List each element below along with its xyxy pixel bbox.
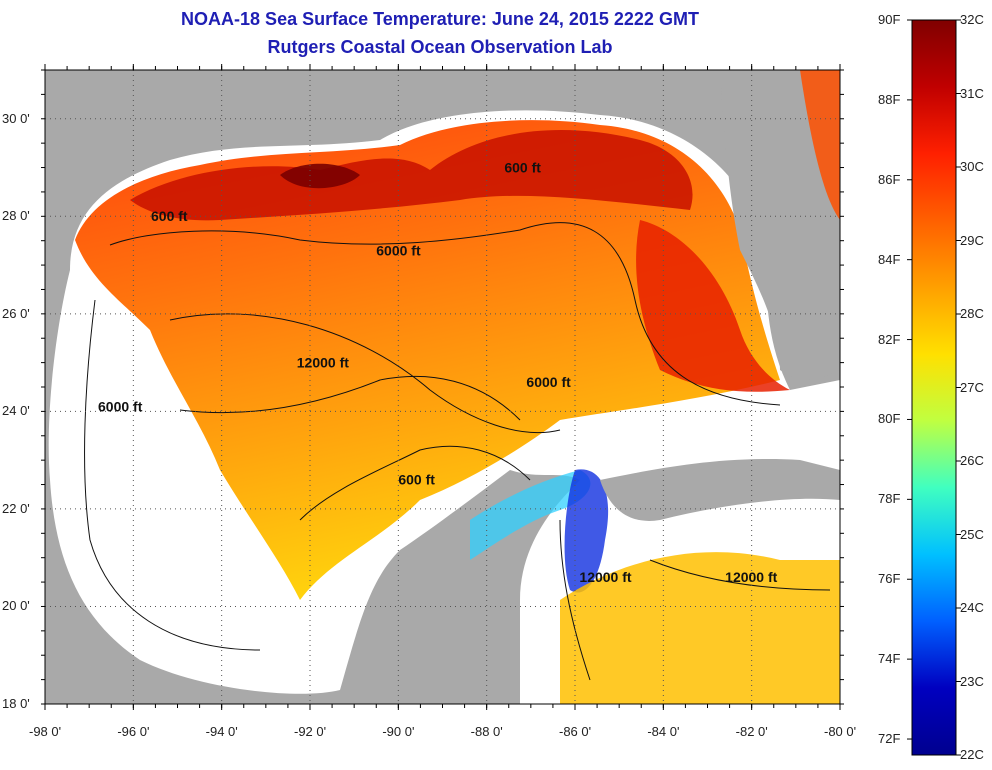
contour-label: 600 ft: [398, 472, 435, 488]
colorbar-f-label: 76F: [878, 571, 901, 587]
colorbar-f-label: 74F: [878, 651, 901, 667]
colorbar-c-label: 28C: [960, 306, 984, 321]
x-tick-label: -94 0': [205, 724, 238, 739]
x-tick-label: -98 0': [29, 724, 62, 739]
axis-ticks: [41, 64, 844, 710]
contour-labels: 600 ft 6000 ft 600 ft 12000 ft 6000 ft 6000 f…: [98, 159, 778, 585]
colorbar-c-label: 27C: [960, 379, 984, 395]
contour-label: 6000 ft: [98, 398, 143, 414]
colorbar-f-label: 84F: [878, 251, 901, 267]
colorbar-f-label: 90F: [878, 12, 901, 27]
colorbar-c-label: 26C: [960, 453, 984, 468]
contour-label: 12000 ft: [297, 354, 349, 370]
x-tick-label: -92 0': [294, 724, 327, 739]
sst-cool-yucatan: [470, 470, 591, 560]
colorbar-c-label: 25C: [960, 526, 984, 542]
colorbar-c-label: 24C: [960, 600, 984, 615]
x-tick-label: -82 0': [735, 724, 768, 739]
y-tick-label: 18 0': [2, 696, 30, 711]
y-tick-label: 22 0': [2, 500, 30, 516]
sst-florida-shelf: [636, 220, 790, 392]
colorbar-c-label: 31C: [960, 85, 984, 101]
colorbar-ticks: [907, 19, 961, 756]
sst-atlantic-strip: [800, 70, 840, 220]
colorbar-c-label: 30C: [960, 159, 984, 174]
contour-label: 12000 ft: [725, 569, 777, 585]
y-tick-label: 20 0': [2, 598, 30, 614]
colorbar-f-label: 80F: [878, 411, 901, 427]
y-tick-label: 24 0': [2, 403, 30, 419]
x-tick-label: -96 0': [117, 724, 150, 739]
colorbar-c-label: 32C: [960, 12, 984, 27]
contour-label: 6000 ft: [526, 374, 571, 390]
contour-label: 12000 ft: [579, 569, 631, 585]
sst-hot-shelf: [130, 130, 693, 221]
map-title: NOAA-18 Sea Surface Temperature: June 24…: [181, 9, 699, 29]
x-tick-label: -90 0': [382, 724, 415, 739]
contour-label: 600 ft: [151, 208, 188, 224]
x-tick-label: -80 0': [824, 724, 857, 739]
graticule: [45, 70, 840, 704]
colorbar-f-label: 88F: [878, 91, 901, 107]
colorbar: [911, 19, 957, 756]
y-tick-label: 30 0': [2, 110, 30, 126]
colorbar-c-label: 22C: [960, 747, 984, 762]
x-tick-label: -88 0': [470, 724, 503, 739]
contour-label: 6000 ft: [376, 242, 421, 258]
bathymetry-contours: [84, 222, 831, 681]
colorbar-c-label: 29C: [960, 232, 984, 248]
x-tick-label: -86 0': [559, 724, 592, 739]
contour-label: 600 ft: [504, 159, 541, 175]
colorbar-c-label: 23C: [960, 673, 984, 689]
sst-caribbean: [560, 552, 840, 704]
florida-land: [720, 70, 840, 380]
colorbar-f-label: 78F: [878, 491, 901, 507]
map-subtitle: Rutgers Coastal Ocean Observation Lab: [267, 37, 613, 57]
x-tick-label: -84 0': [647, 724, 680, 739]
cuba-land: [600, 459, 840, 521]
colorbar-f-label: 82F: [878, 331, 901, 347]
sst-warm-region: [75, 120, 780, 601]
colorbar-f-label: 86F: [878, 171, 901, 187]
y-tick-label: 28 0': [2, 208, 30, 224]
colorbar-f-label: 72F: [878, 731, 901, 747]
y-tick-label: 26 0': [2, 305, 30, 321]
sst-dark-red-patch: [280, 163, 360, 189]
